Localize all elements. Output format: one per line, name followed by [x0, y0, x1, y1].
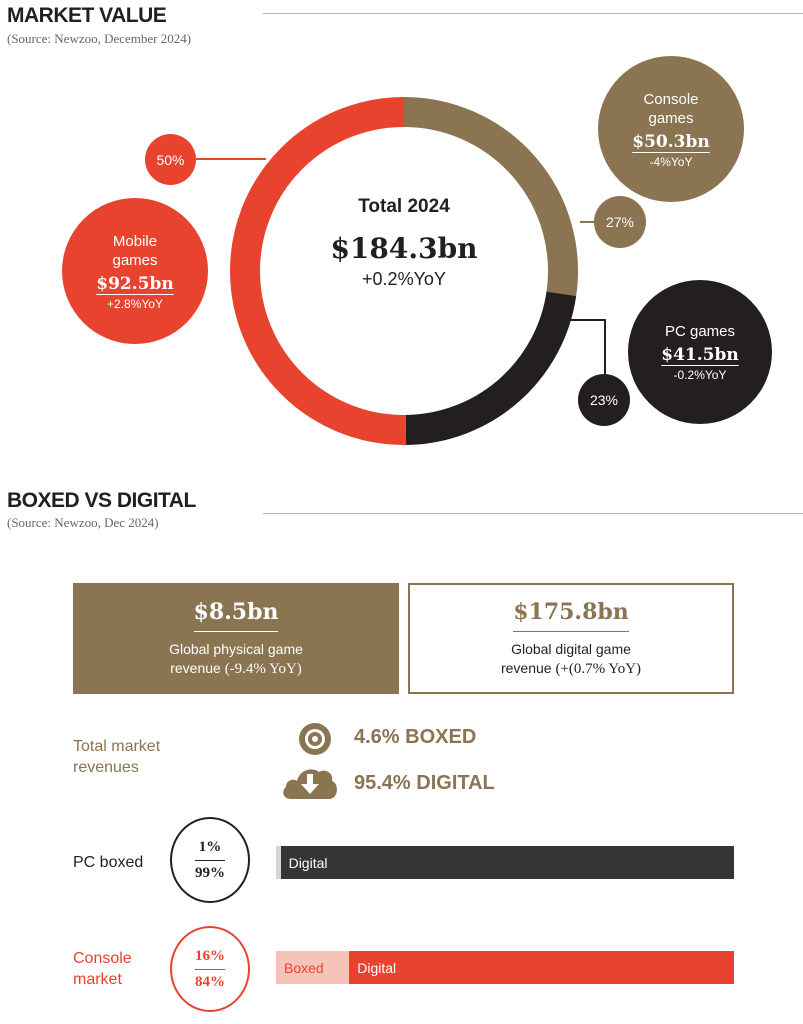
boxed-vs-digital-title: BOXED VS DIGITAL: [7, 489, 196, 512]
total-market-label-line2: revenues: [73, 759, 139, 776]
pc-leader-line: [569, 319, 606, 378]
physical-revenue-line1: Global physical game: [169, 640, 303, 657]
mobile-percent-badge: 50%: [145, 134, 196, 185]
console-ring-divider: [195, 968, 225, 970]
digital-revenue-prefix: revenue: [500, 659, 552, 676]
market-donut-chart: [230, 97, 578, 445]
pc-boxed-label: PC boxed: [73, 854, 144, 871]
mobile-yoy: +2.8%YoY: [107, 296, 163, 311]
digital-revenue-box: $175.8bn Global digital game revenue (+(…: [408, 583, 734, 694]
disc-icon: [299, 723, 331, 755]
digital-revenue-line2: revenue (+(0.7% YoY): [501, 659, 641, 679]
pc-ring-divider: [195, 859, 225, 861]
pc-boxed-share: 1%: [198, 838, 222, 855]
console-boxed-share: 16%: [195, 947, 225, 964]
pc-percent-badge: 23%: [578, 374, 630, 426]
total-market-label-line1: Total market: [73, 738, 161, 755]
pc-games-arc: [405, 291, 577, 445]
mobile-name-line1: Mobile: [112, 232, 158, 250]
boxed-vs-digital-rule: [263, 513, 803, 514]
pc-games-circle: PC games $41.5bn -0.2%YoY: [628, 280, 772, 424]
cloud-download-icon: [283, 769, 337, 799]
pc-share-bar: Digital: [276, 846, 734, 879]
console-value: $50.3bn: [632, 131, 710, 152]
donut-center-title: Total 2024: [358, 196, 450, 217]
physical-revenue-line2: revenue (-9.4% YoY): [170, 659, 302, 679]
mobile-name-line2: games: [112, 251, 158, 269]
console-share-bar: Boxed Digital: [276, 951, 734, 984]
console-name-line1: Console: [643, 90, 699, 108]
console-percent-badge: 27%: [594, 196, 646, 248]
pc-bar-digital-segment: Digital: [280, 846, 734, 879]
console-market-label: Console market: [73, 948, 132, 990]
console-market-label-line2: market: [73, 971, 122, 988]
boxed-share-stat: 4.6% BOXED: [354, 726, 477, 748]
total-market-label: Total market revenues: [73, 736, 160, 778]
mobile-games-circle: Mobile games $92.5bn +2.8%YoY: [62, 198, 208, 344]
digital-revenue-line1: Global digital game: [511, 640, 631, 657]
console-games-arc: [403, 97, 578, 296]
mobile-games-arc: [230, 97, 407, 445]
mobile-value: $92.5bn: [96, 273, 174, 294]
leader-lines: [196, 158, 606, 378]
physical-revenue-yoy: (-9.4% YoY): [224, 660, 302, 677]
market-value-title: MARKET VALUE: [7, 4, 167, 27]
market-value-source: (Source: Newzoo, December 2024): [7, 31, 192, 46]
pc-digital-share: 99%: [195, 864, 225, 881]
console-yoy: -4%YoY: [649, 154, 693, 169]
donut-center-value: $184.3bn: [330, 232, 478, 265]
console-bar-digital-segment: Digital: [349, 951, 734, 984]
pc-bar-boxed-segment: [276, 846, 281, 879]
digital-revenue-value: $175.8bn: [513, 599, 629, 632]
console-market-label-line1: Console: [73, 950, 132, 967]
console-name-line2: games: [648, 109, 694, 127]
console-bar-boxed-segment: Boxed: [276, 951, 350, 984]
physical-revenue-value: $8.5bn: [193, 599, 279, 632]
console-market-ring: 16% 84%: [170, 926, 250, 1012]
console-games-circle: Console games $50.3bn -4%YoY: [598, 56, 744, 202]
physical-revenue-box: $8.5bn Global physical game revenue (-9.…: [73, 583, 399, 694]
digital-revenue-yoy: (+(0.7% YoY): [555, 660, 642, 677]
market-value-rule: [263, 13, 803, 14]
console-digital-share: 84%: [195, 973, 225, 990]
donut-center: Total 2024 $184.3bn +0.2%YoY: [300, 196, 508, 290]
boxed-vs-digital-source: (Source: Newzoo, Dec 2024): [7, 515, 159, 530]
digital-share-stat: 95.4% DIGITAL: [354, 772, 495, 794]
pc-boxed-ring: 1% 99%: [170, 817, 250, 903]
donut-center-yoy: +0.2%YoY: [362, 269, 446, 289]
physical-revenue-prefix: revenue: [170, 659, 221, 676]
pc-value: $41.5bn: [661, 345, 739, 365]
pc-yoy: -0.2%YoY: [673, 368, 727, 382]
pc-name: PC games: [664, 323, 736, 340]
